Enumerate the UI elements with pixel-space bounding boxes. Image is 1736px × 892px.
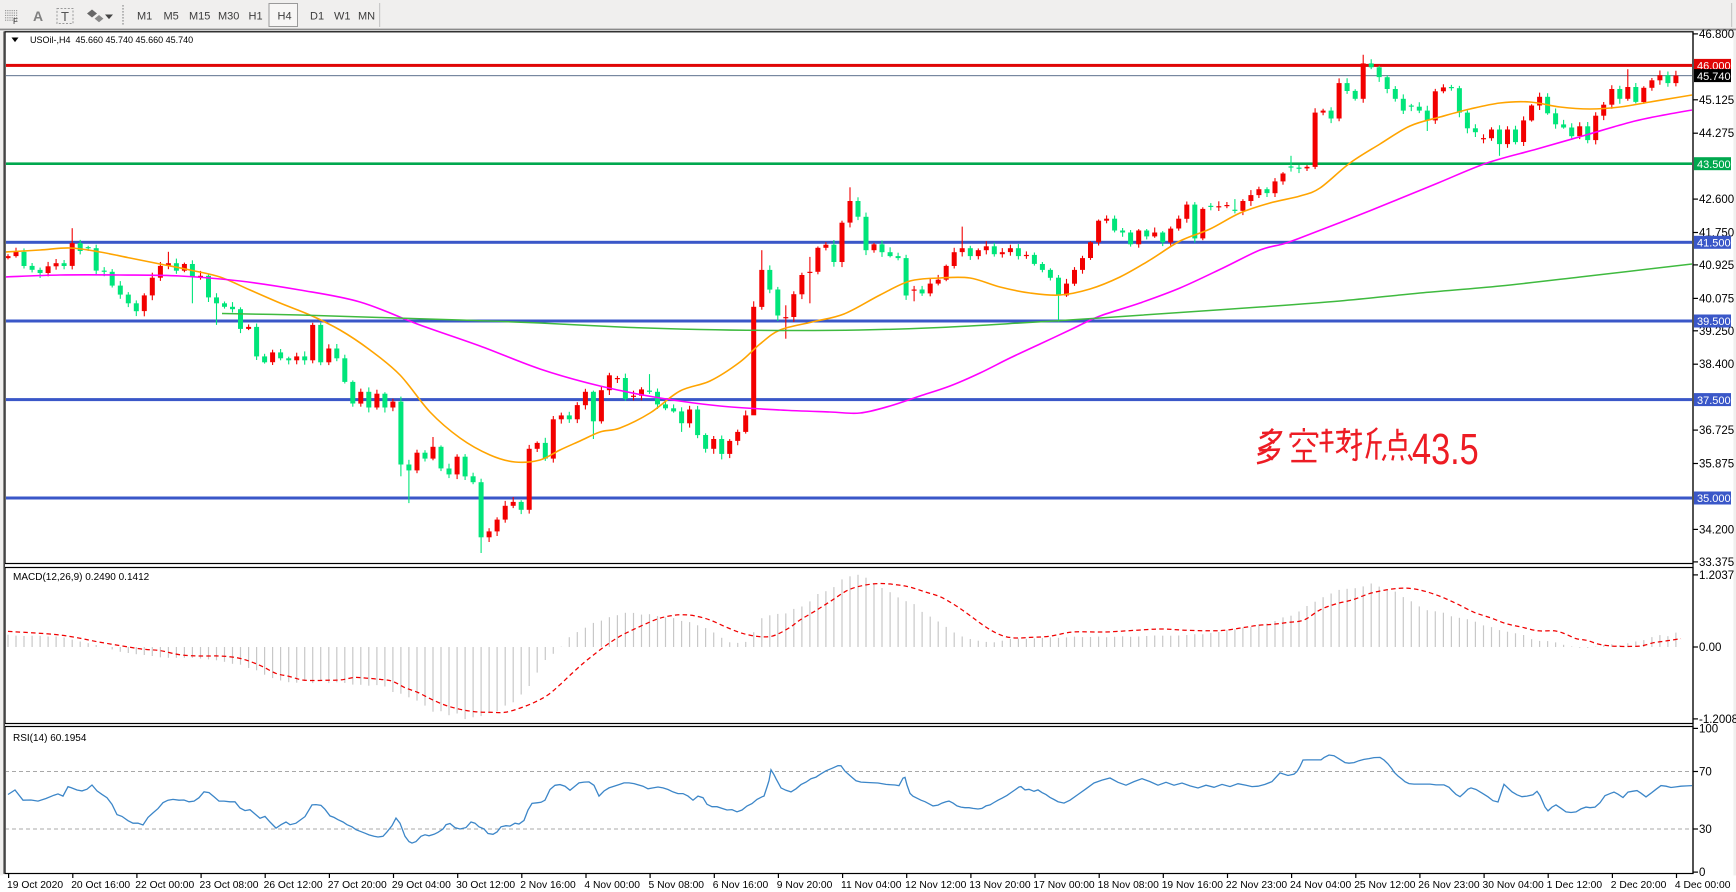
svg-text:F: F	[13, 17, 18, 26]
svg-text:34.200: 34.200	[1699, 524, 1734, 536]
svg-text:29 Oct 04:00: 29 Oct 04:00	[392, 880, 451, 891]
svg-text:45.740: 45.740	[1697, 71, 1731, 83]
svg-text:40.075: 40.075	[1699, 293, 1734, 305]
svg-text:2 Nov 16:00: 2 Nov 16:00	[520, 880, 576, 891]
svg-text:4 Nov 00:00: 4 Nov 00:00	[584, 880, 640, 891]
svg-text:-1.2008: -1.2008	[1699, 714, 1736, 726]
svg-text:11 Nov 04:00: 11 Nov 04:00	[841, 880, 902, 891]
svg-text:20 Oct 16:00: 20 Oct 16:00	[71, 880, 130, 891]
svg-text:26 Oct 12:00: 26 Oct 12:00	[264, 880, 323, 891]
svg-text:5 Nov 08:00: 5 Nov 08:00	[649, 880, 705, 891]
svg-text:36.725: 36.725	[1699, 425, 1734, 437]
svg-text:USOil-,H4 45.660 45.740 45.66: USOil-,H4 45.660 45.740 45.660 45.740	[30, 35, 193, 45]
svg-text:100: 100	[1699, 723, 1718, 735]
svg-text:A: A	[33, 8, 43, 24]
svg-text:46.800: 46.800	[1699, 29, 1734, 41]
svg-text:22 Nov 23:00: 22 Nov 23:00	[1226, 880, 1288, 891]
svg-text:12 Nov 12:00: 12 Nov 12:00	[905, 880, 967, 891]
svg-text:27 Oct 20:00: 27 Oct 20:00	[328, 880, 387, 891]
svg-text:0: 0	[1699, 867, 1705, 879]
svg-text:1.2037: 1.2037	[1699, 570, 1734, 582]
svg-text:45.125: 45.125	[1699, 95, 1734, 107]
svg-text:35.000: 35.000	[1697, 493, 1731, 505]
svg-text:6 Nov 16:00: 6 Nov 16:00	[713, 880, 769, 891]
svg-text:W1: W1	[334, 11, 351, 23]
svg-text:39.500: 39.500	[1697, 316, 1731, 328]
svg-text:40.925: 40.925	[1699, 260, 1734, 272]
svg-text:19 Nov 16:00: 19 Nov 16:00	[1162, 880, 1224, 891]
svg-text:M1: M1	[137, 11, 152, 23]
svg-text:43.500: 43.500	[1697, 159, 1731, 171]
svg-text:M15: M15	[189, 11, 210, 23]
svg-text:30 Nov 04:00: 30 Nov 04:00	[1483, 880, 1545, 891]
svg-text:30: 30	[1699, 824, 1712, 836]
svg-text:RSI(14) 60.1954: RSI(14) 60.1954	[13, 733, 87, 744]
svg-text:H4: H4	[278, 11, 292, 23]
svg-text:37.500: 37.500	[1697, 395, 1731, 407]
svg-text:19 Oct 2020: 19 Oct 2020	[7, 880, 63, 891]
svg-text:33.375: 33.375	[1699, 557, 1734, 569]
svg-text:2 Dec 20:00: 2 Dec 20:00	[1611, 880, 1667, 891]
svg-text:23 Oct 08:00: 23 Oct 08:00	[200, 880, 259, 891]
svg-text:1 Dec 12:00: 1 Dec 12:00	[1547, 880, 1603, 891]
svg-text:38.400: 38.400	[1699, 359, 1734, 371]
svg-text:17 Nov 00:00: 17 Nov 00:00	[1033, 880, 1095, 891]
svg-text:MN: MN	[358, 11, 375, 23]
svg-text:M5: M5	[164, 11, 179, 23]
svg-text:25 Nov 12:00: 25 Nov 12:00	[1354, 880, 1416, 891]
svg-text:24 Nov 04:00: 24 Nov 04:00	[1290, 880, 1352, 891]
svg-text:41.500: 41.500	[1697, 238, 1731, 250]
svg-text:43.5: 43.5	[1412, 425, 1479, 474]
svg-text:22 Oct 00:00: 22 Oct 00:00	[135, 880, 194, 891]
svg-text:18 Nov 08:00: 18 Nov 08:00	[1098, 880, 1160, 891]
svg-text:9 Nov 20:00: 9 Nov 20:00	[777, 880, 833, 891]
svg-text:44.275: 44.275	[1699, 128, 1734, 140]
svg-text:T: T	[61, 9, 69, 24]
svg-text:D1: D1	[310, 11, 324, 23]
svg-text:70: 70	[1699, 767, 1712, 779]
svg-text:30 Oct 12:00: 30 Oct 12:00	[456, 880, 515, 891]
svg-text:0.00: 0.00	[1699, 642, 1721, 654]
svg-text:MACD(12,26,9) 0.2490 0.1412: MACD(12,26,9) 0.2490 0.1412	[13, 572, 150, 583]
svg-text:13 Nov 20:00: 13 Nov 20:00	[969, 880, 1031, 891]
svg-text:35.875: 35.875	[1699, 459, 1734, 471]
svg-text:4 Dec 00:00: 4 Dec 00:00	[1675, 880, 1731, 891]
svg-text:26 Nov 23:00: 26 Nov 23:00	[1418, 880, 1480, 891]
svg-text:M30: M30	[218, 11, 239, 23]
svg-text:42.600: 42.600	[1699, 194, 1734, 206]
svg-text:39.250: 39.250	[1699, 326, 1734, 338]
svg-text:H1: H1	[249, 11, 263, 23]
